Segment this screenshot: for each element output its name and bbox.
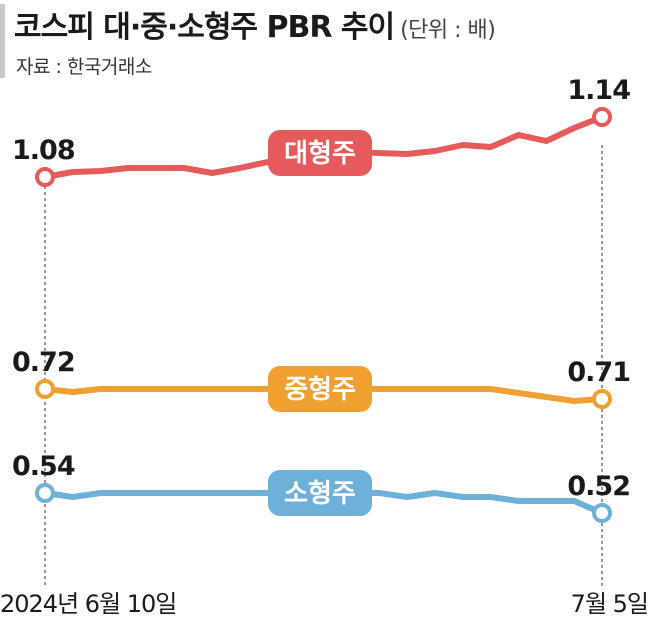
series-name-mid: 중형주 [284,375,356,405]
title-accent-bar [0,4,5,78]
series-name-badge-large [268,130,372,176]
start-value-label-large: 1.08 [12,135,75,166]
end-value-label-mid: 0.71 [567,357,630,388]
unit-note: (단위 : 배) [400,18,496,43]
series-name-badge-mid [268,366,372,412]
series-name-badge-small [268,470,372,516]
series-marker-large-end [592,107,612,127]
series-marker-mid-end [592,389,612,409]
series-name-large: 대형주 [284,139,356,169]
start-value-label-mid: 0.72 [12,347,75,378]
chart-title: 코스피 대·중·소형주 PBR 추이 [14,10,395,45]
series-marker-small-start [35,483,55,503]
x-start-date-label: 2024년 6월 10일 [0,590,176,618]
series-marker-large-start [35,167,55,187]
end-value-label-large: 1.14 [567,75,630,106]
series-marker-mid-start [35,379,55,399]
source-note: 자료 : 한국거래소 [16,56,152,78]
series-name-small: 소형주 [284,479,356,509]
end-value-label-small: 0.52 [567,471,630,502]
x-end-date-label: 7월 5일 [571,590,648,618]
start-value-label-small: 0.54 [12,451,75,482]
series-marker-small-end [592,503,612,523]
title-line: 코스피 대·중·소형주 PBR 추이 (단위 : 배) [14,2,496,46]
